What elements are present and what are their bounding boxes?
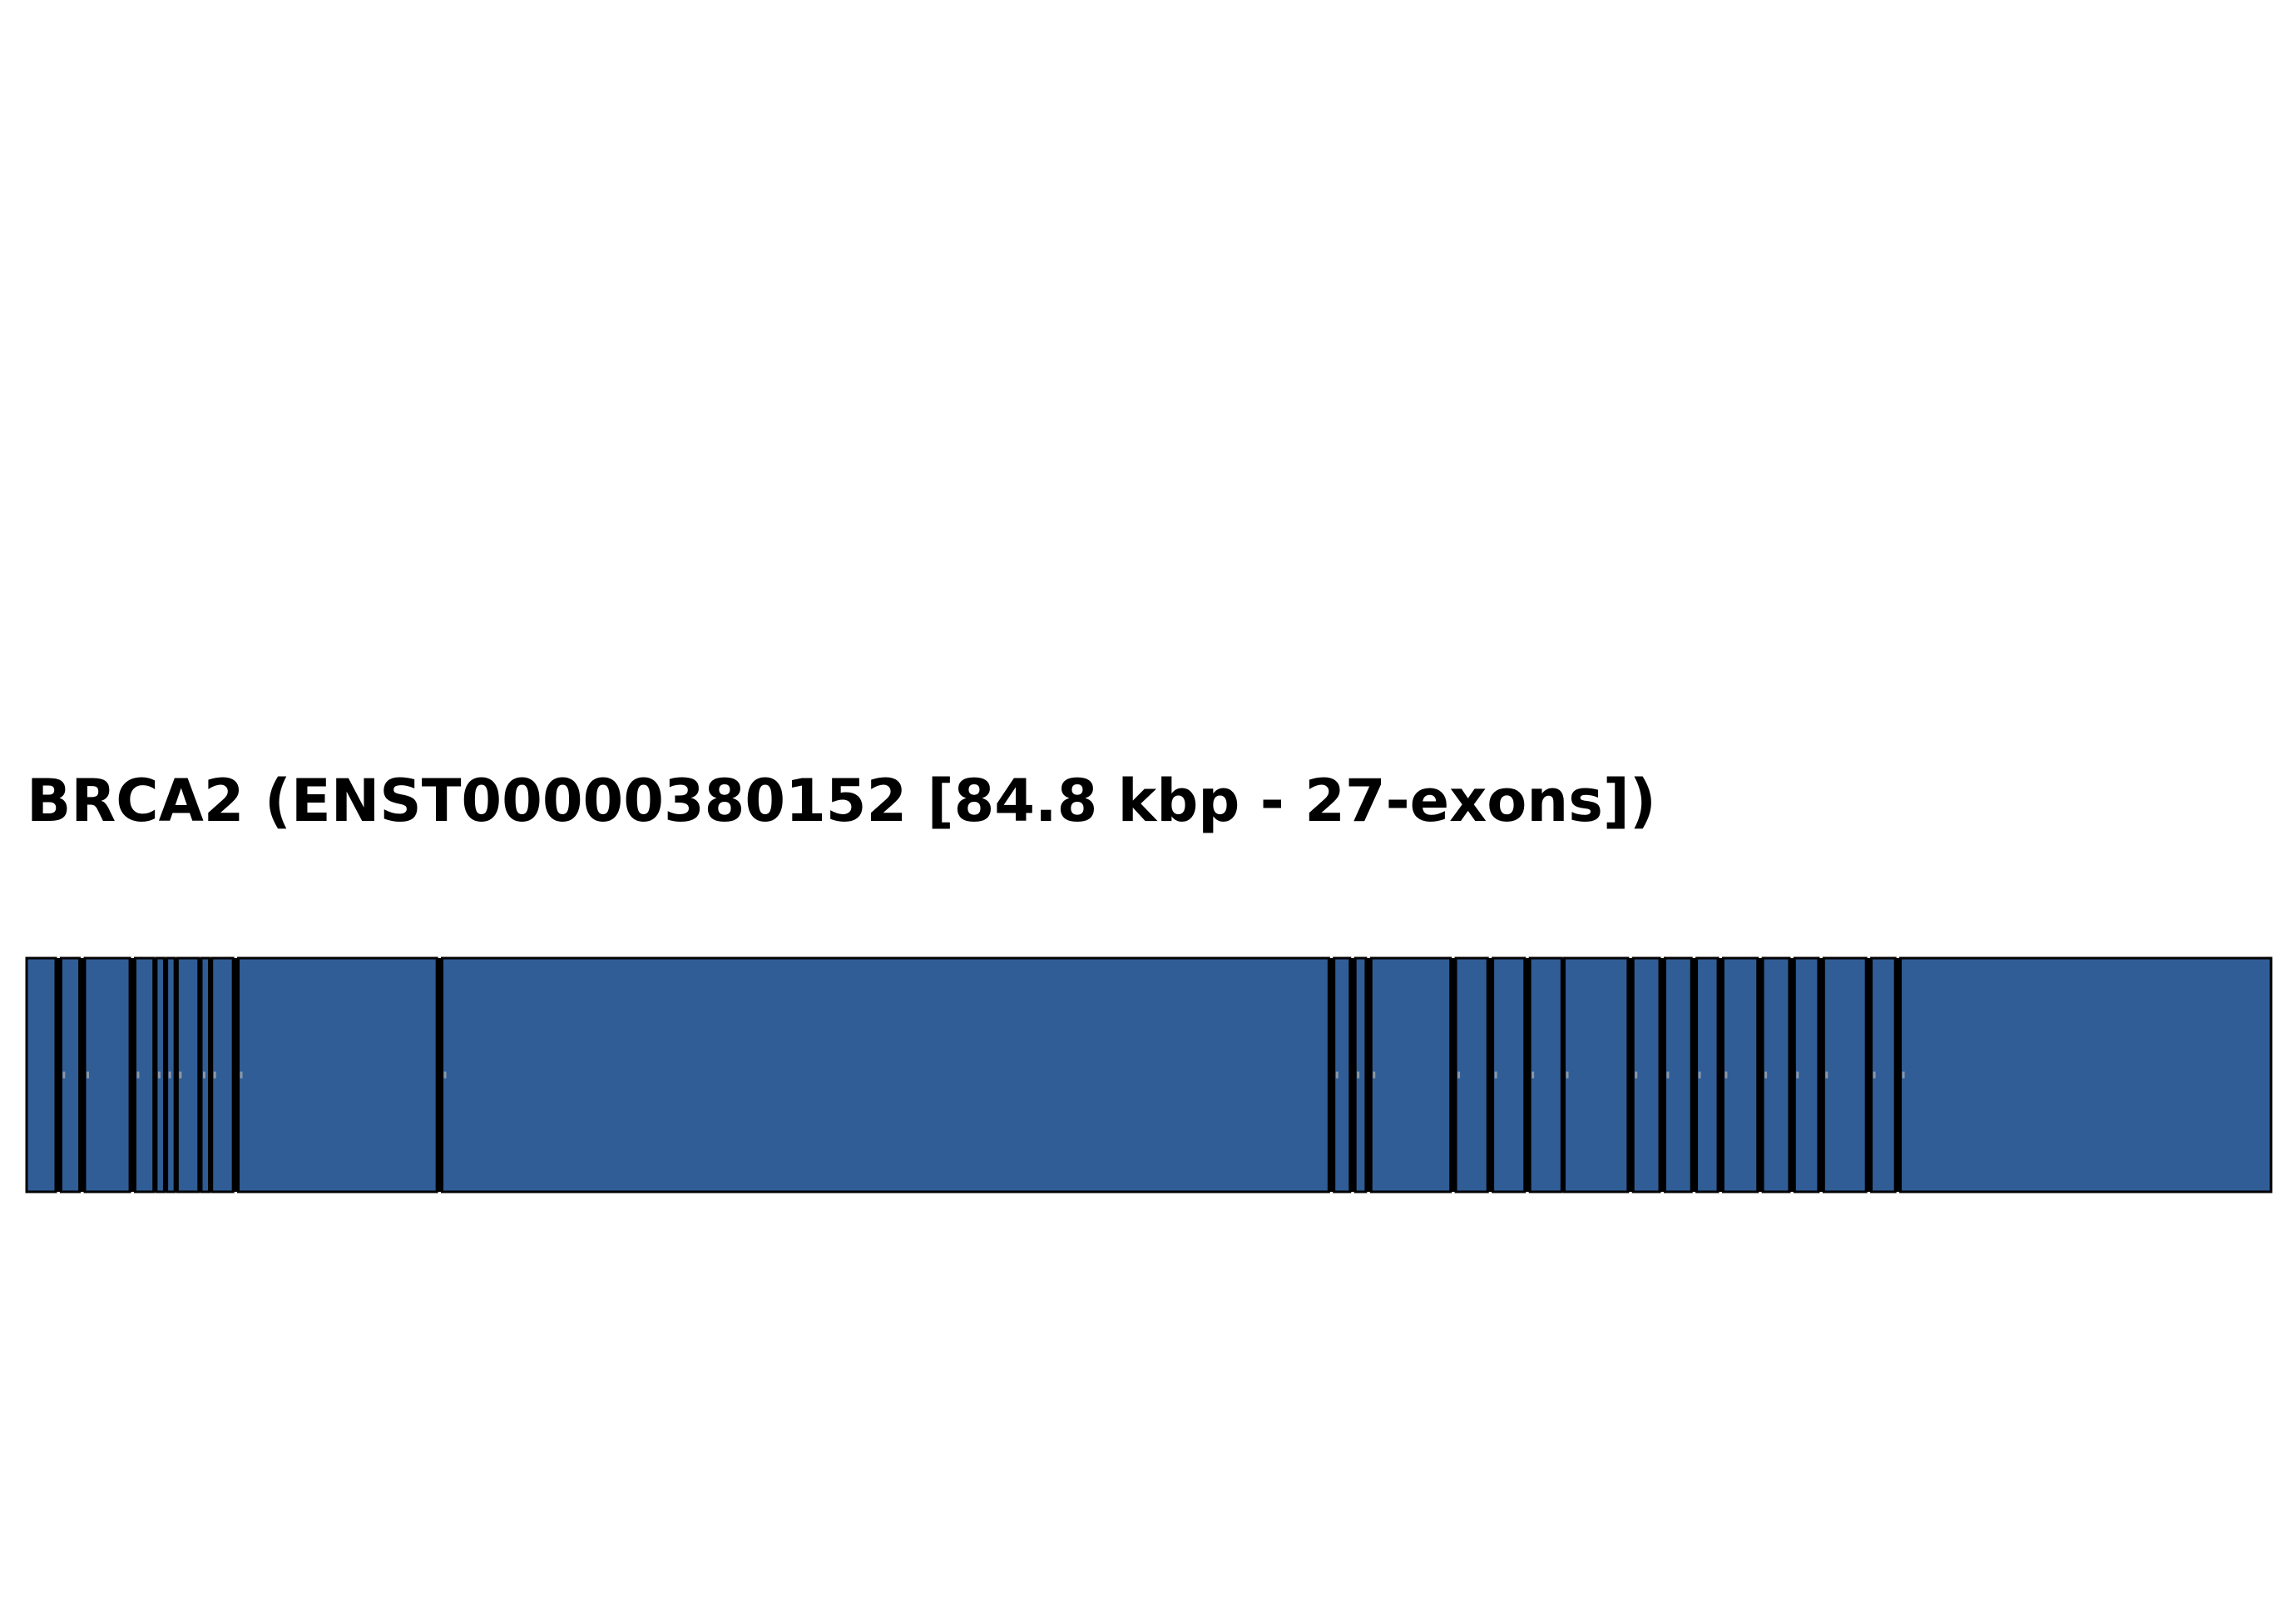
intron-7 [198,958,201,1192]
exon-boundary-mark-4 [136,1071,140,1079]
exon-boundary-mark-10 [240,1071,243,1079]
intron-13 [1365,958,1372,1192]
intron-1 [55,958,62,1192]
intron-3 [130,958,136,1192]
exon-17 [1528,956,1563,1193]
intron-25 [1866,958,1872,1192]
exon-boundary-mark-3 [86,1071,89,1079]
exon-22 [1721,956,1759,1193]
exon-14 [1369,956,1452,1193]
exon-boundary-mark-19 [1635,1071,1638,1079]
intron-9 [233,958,239,1192]
exon-boundary-mark-22 [1724,1071,1728,1079]
exon-2 [59,956,82,1193]
intron-22 [1757,958,1764,1192]
exon-boundary-mark-14 [1373,1071,1376,1079]
intron-18 [1627,958,1634,1192]
exon-27 [1899,956,2273,1193]
exon-3 [83,956,131,1193]
intron-15 [1487,958,1493,1192]
exon-boundary-mark-11 [443,1071,447,1079]
intron-14 [1450,958,1457,1192]
exon-boundary-mark-21 [1698,1071,1701,1079]
exon-boundary-mark-5 [157,1071,161,1079]
exon-4 [133,956,156,1193]
intron-10 [437,958,443,1192]
intron-layer [55,958,1901,1192]
exon-boundary-mark-23 [1764,1071,1768,1079]
intron-21 [1718,958,1724,1192]
intron-12 [1349,958,1356,1192]
intron-26 [1895,958,1901,1192]
intron-20 [1691,958,1697,1192]
exon-19 [1631,956,1661,1193]
chart-title: BRCA2 (ENST00000380152 [84.8 kbp - 27-ex… [27,767,1656,835]
exon-boundary-mark-9 [213,1071,216,1079]
exon-12 [1333,956,1352,1193]
exon-1 [25,956,57,1193]
exon-18 [1563,956,1630,1193]
exon-boundary-mark-16 [1494,1071,1497,1079]
intron-8 [209,958,212,1192]
exon-boundary-mark-26 [1873,1071,1876,1079]
intron-2 [79,958,85,1192]
exon-boundary-mark-24 [1796,1071,1799,1079]
intron-17 [1561,958,1565,1192]
intron-11 [1329,958,1334,1192]
exon-boundary-mark-8 [202,1071,205,1079]
exon-boundary-mark-15 [1457,1071,1461,1079]
exon-boundary-mark-25 [1825,1071,1828,1079]
exon-tick-layer [62,1071,1905,1079]
intron-6 [175,958,178,1192]
exon-15 [1454,956,1489,1193]
intron-4 [153,958,156,1192]
intron-5 [164,958,167,1192]
exon-boundary-mark-17 [1531,1071,1535,1079]
exon-20 [1663,956,1693,1193]
exon-boundary-mark-13 [1357,1071,1360,1079]
exon-boundary-mark-18 [1566,1071,1569,1079]
exon-23 [1761,956,1791,1193]
exon-boundary-mark-7 [179,1071,182,1079]
exon-boundary-mark-2 [62,1071,66,1079]
exon-25 [1822,956,1868,1193]
exon-10 [237,956,438,1193]
exon-boundary-mark-6 [168,1071,171,1079]
exon-boundary-mark-20 [1666,1071,1670,1079]
intron-19 [1660,958,1665,1192]
intron-24 [1818,958,1824,1192]
intron-23 [1789,958,1795,1192]
intron-16 [1524,958,1531,1192]
exon-boundary-mark-12 [1335,1071,1339,1079]
exon-boundary-mark-27 [1902,1071,1905,1079]
exon-layer [25,956,2273,1193]
exon-11 [441,956,1330,1193]
exon-13 [1353,956,1368,1193]
exon-16 [1492,956,1527,1193]
